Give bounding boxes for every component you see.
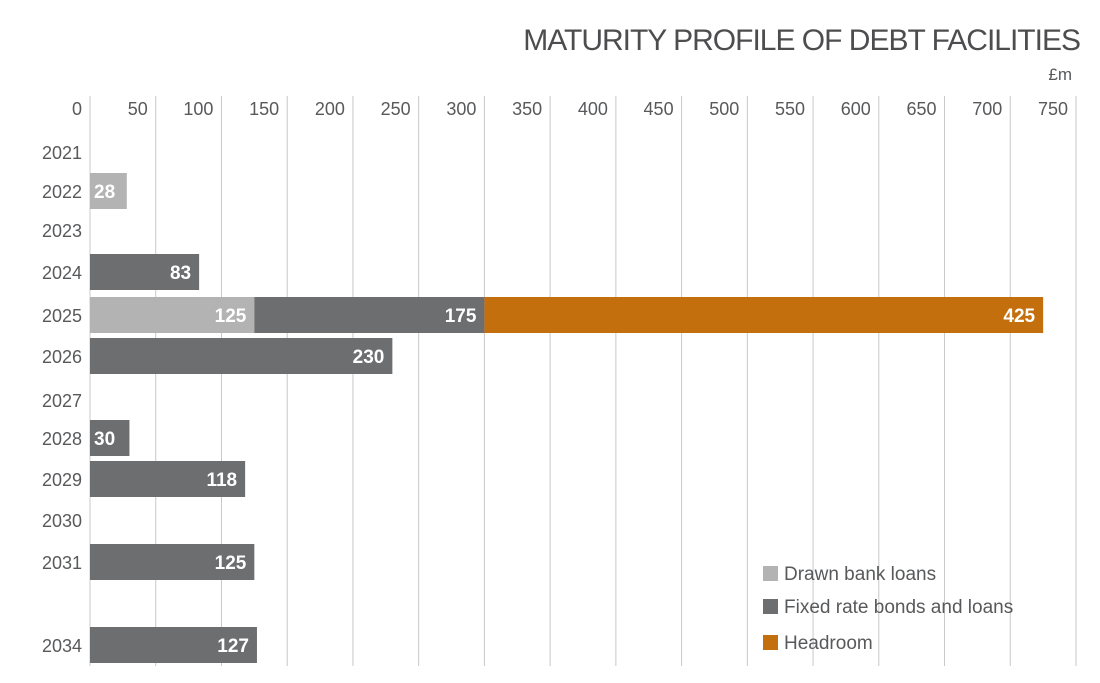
x-tick-label: 100 (183, 99, 213, 119)
bar-value-label: 125 (215, 553, 247, 574)
x-tick-label: 550 (775, 99, 805, 119)
bar-segment (90, 544, 255, 580)
x-tick-label: 650 (906, 99, 936, 119)
x-tick-label: 450 (644, 99, 674, 119)
y-category-label: 2021 (42, 143, 82, 163)
bar-value-label: 425 (1003, 306, 1035, 327)
bar-segment (90, 461, 246, 497)
legend-label: Fixed rate bonds and loans (784, 597, 1013, 618)
legend-label: Headroom (784, 633, 873, 654)
bar-segment (90, 627, 257, 663)
x-tick-label: 700 (972, 99, 1002, 119)
bar-value-label: 28 (94, 182, 115, 203)
x-tick-label: 150 (249, 99, 279, 119)
x-tick-label: 300 (446, 99, 476, 119)
x-tick-label: 200 (315, 99, 345, 119)
legend: Drawn bank loans Fixed rate bonds and loa… (763, 564, 1013, 654)
x-tick-label: 350 (512, 99, 542, 119)
bar-segment (90, 254, 200, 290)
unit-label: £m (1048, 65, 1072, 84)
y-category-label: 2025 (42, 306, 82, 326)
x-tick-label: 500 (709, 99, 739, 119)
y-category-label: 2028 (42, 429, 82, 449)
legend-swatch (763, 599, 778, 614)
y-category-label: 2024 (42, 263, 82, 283)
legend-swatch (763, 635, 778, 650)
gridlines (89, 96, 1077, 666)
y-category-label: 2031 (42, 553, 82, 573)
bar-segment (90, 338, 393, 374)
x-tick-label: 50 (128, 99, 148, 119)
bar-value-label: 230 (353, 347, 385, 368)
x-tick-label: 600 (841, 99, 871, 119)
bars: 28 83 125 175 425 230 30 118 125 127 (90, 173, 1044, 663)
bar-segment (254, 297, 485, 333)
x-tick-labels: 0 50 100 150 200 250 300 350 400 450 500 550 600 650 7… (72, 99, 1068, 119)
y-category-labels: 2021 2022 2023 2024 2025 2026 2027 2028 2029 2030… (42, 143, 82, 656)
bar-value-label: 125 (215, 306, 247, 327)
bar-segment (90, 297, 255, 333)
bar-value-label: 83 (170, 263, 191, 284)
y-category-label: 2023 (42, 221, 82, 241)
y-category-label: 2030 (42, 511, 82, 531)
y-category-label: 2022 (42, 182, 82, 202)
x-tick-label: 400 (578, 99, 608, 119)
bar-segment (90, 420, 130, 456)
legend-label: Drawn bank loans (784, 564, 936, 585)
bar-value-label: 175 (445, 306, 477, 327)
legend-swatch (763, 566, 778, 581)
bar-value-label: 118 (206, 470, 237, 491)
bar-segment (484, 297, 1044, 333)
y-category-label: 2029 (42, 470, 82, 490)
chart-title: MATURITY PROFILE OF DEBT FACILITIES (523, 24, 1080, 57)
bar-value-label: 30 (94, 429, 115, 450)
bar-value-label: 127 (217, 636, 249, 657)
y-category-label: 2027 (42, 391, 82, 411)
y-category-label: 2034 (42, 636, 82, 656)
bar-segment (90, 173, 127, 209)
x-tick-label: 750 (1038, 99, 1068, 119)
y-category-label: 2026 (42, 347, 82, 367)
x-tick-label: 250 (381, 99, 411, 119)
x-tick-label: 0 (72, 99, 82, 119)
